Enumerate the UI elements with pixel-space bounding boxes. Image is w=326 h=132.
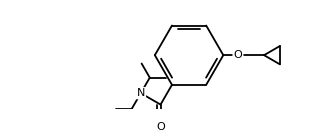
Text: O: O [156, 122, 165, 132]
Text: N: N [137, 88, 145, 98]
Text: O: O [234, 50, 242, 60]
